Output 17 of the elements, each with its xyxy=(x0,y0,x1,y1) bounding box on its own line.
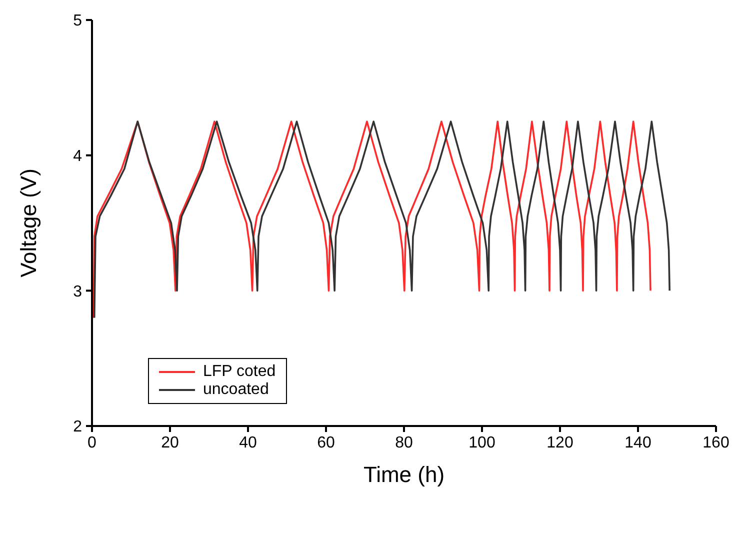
legend-label: uncoated xyxy=(203,381,269,399)
x-tick-label: 20 xyxy=(161,434,179,452)
legend-label: LFP coted xyxy=(203,363,276,381)
x-tick-label: 0 xyxy=(88,434,97,452)
x-tick-label: 120 xyxy=(546,434,574,452)
x-tick-label: 60 xyxy=(317,434,335,452)
x-tick-label: 40 xyxy=(239,434,257,452)
x-tick-label: 140 xyxy=(624,434,652,452)
y-tick-label: 4 xyxy=(73,148,82,166)
y-axis-title: Voltage (V) xyxy=(16,168,41,278)
x-axis-title: Time (h) xyxy=(363,462,445,487)
y-tick-label: 3 xyxy=(73,283,82,300)
x-tick-label: 160 xyxy=(702,434,730,452)
x-tick-label: 80 xyxy=(395,434,413,452)
y-tick-label: 2 xyxy=(73,418,82,436)
x-tick-label: 100 xyxy=(468,434,496,452)
y-tick-label: 5 xyxy=(73,12,82,30)
